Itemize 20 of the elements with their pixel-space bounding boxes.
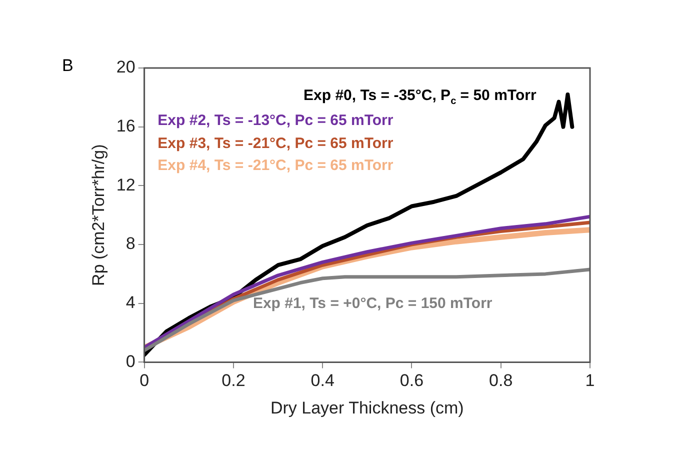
x-tick-label: 0.6 — [400, 371, 424, 390]
x-axis-title: Dry Layer Thickness (cm) — [270, 398, 464, 418]
y-tick-label: 8 — [126, 234, 136, 254]
series-label: Exp #1, Ts = +0°C, Pc = 150 mTorr — [252, 294, 492, 312]
text: Exp #4, Ts = -21°C, Pc = 65 mTorr — [158, 156, 394, 174]
y-tick-label: 20 — [116, 58, 136, 77]
y-axis-title: Rp (cm2*Torr*hr/g) — [88, 144, 108, 286]
text: Exp #2, Ts = -13°C, Pc = 65 mTorr — [158, 112, 394, 130]
x-tick-label: 0 — [140, 371, 150, 390]
y-tick-label: 16 — [116, 116, 136, 136]
text: B — [62, 56, 74, 76]
x-tick-label: 0.2 — [222, 371, 246, 390]
y-tick-label: 4 — [126, 293, 136, 312]
x-tick-label: 1 — [585, 371, 595, 390]
text: Exp #3, Ts = -21°C, Pc = 65 mTorr — [158, 134, 394, 152]
y-tick-label: 0 — [126, 352, 136, 371]
series-label: Exp #0, Ts = -35°C, P$_{c}$ = 50 mTorr — [304, 87, 536, 108]
y-tick-label: 12 — [116, 175, 136, 194]
x-tick-label: 0.4 — [310, 371, 334, 390]
x-tick-label: 0.8 — [489, 371, 513, 390]
